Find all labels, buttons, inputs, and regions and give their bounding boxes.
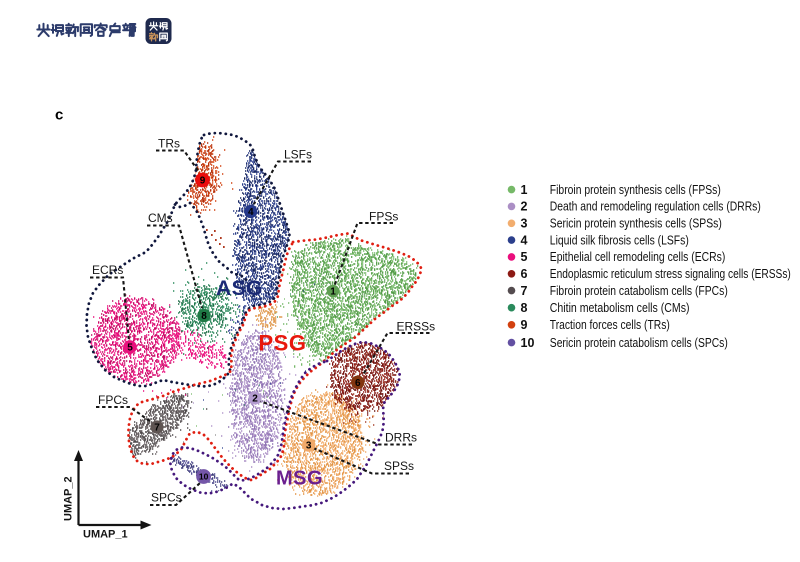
svg-text:7: 7 bbox=[521, 284, 528, 298]
svg-text:TRs: TRs bbox=[158, 137, 180, 151]
svg-text:MSG: MSG bbox=[276, 468, 323, 490]
svg-text:LSFs: LSFs bbox=[284, 148, 312, 162]
svg-text:FPSs: FPSs bbox=[369, 210, 398, 224]
svg-text:2: 2 bbox=[252, 394, 258, 405]
svg-text:5: 5 bbox=[127, 343, 133, 354]
svg-text:Death and remodeling regulatio: Death and remodeling regulation cells (D… bbox=[550, 200, 761, 214]
svg-text:SPCs: SPCs bbox=[151, 491, 182, 505]
svg-text:7: 7 bbox=[154, 423, 160, 434]
svg-text:1: 1 bbox=[330, 287, 336, 298]
svg-text:ECRs: ECRs bbox=[92, 263, 123, 277]
svg-text:PSG: PSG bbox=[259, 331, 307, 356]
svg-text:Epithelial cell remodeling cel: Epithelial cell remodeling cells (ECRs) bbox=[550, 250, 726, 264]
svg-text:6: 6 bbox=[355, 378, 361, 389]
svg-text:4: 4 bbox=[521, 233, 528, 247]
svg-text:2: 2 bbox=[521, 200, 528, 214]
svg-text:5: 5 bbox=[521, 250, 528, 264]
svg-text:4: 4 bbox=[248, 207, 254, 218]
svg-text:3: 3 bbox=[521, 217, 528, 231]
svg-text:10: 10 bbox=[521, 336, 535, 350]
svg-text:ERSSs: ERSSs bbox=[397, 320, 436, 334]
svg-text:Endoplasmic reticulum stress s: Endoplasmic reticulum stress signaling c… bbox=[550, 267, 791, 281]
svg-text:3: 3 bbox=[306, 441, 312, 452]
svg-text:Chitin metabolism cells (CMs): Chitin metabolism cells (CMs) bbox=[550, 301, 690, 315]
svg-text:1: 1 bbox=[521, 183, 528, 197]
svg-text:10: 10 bbox=[199, 472, 209, 482]
svg-text:UMAP_1: UMAP_1 bbox=[83, 529, 128, 541]
svg-text:6: 6 bbox=[521, 267, 528, 281]
svg-text:Traction forces cells (TRs): Traction forces cells (TRs) bbox=[550, 318, 670, 332]
svg-text:8: 8 bbox=[201, 311, 207, 322]
svg-text:Sericin protein synthesis cell: Sericin protein synthesis cells (SPSs) bbox=[550, 217, 722, 231]
svg-text:Sericin protein catabolism cel: Sericin protein catabolism cells (SPCs) bbox=[550, 336, 728, 350]
svg-text:SPSs: SPSs bbox=[384, 459, 414, 473]
svg-text:9: 9 bbox=[200, 176, 206, 187]
svg-text:c: c bbox=[55, 107, 63, 124]
svg-text:Liquid silk fibrosis cells (LS: Liquid silk fibrosis cells (LSFs) bbox=[550, 233, 689, 247]
svg-text:9: 9 bbox=[521, 318, 528, 332]
svg-text:8: 8 bbox=[521, 301, 528, 315]
svg-text:DRRs: DRRs bbox=[385, 431, 417, 445]
svg-text:ASG: ASG bbox=[216, 277, 263, 300]
svg-text:Fibroin protein synthesis cell: Fibroin protein synthesis cells (FPSs) bbox=[550, 183, 721, 197]
svg-text:Fibroin protein catabolism cel: Fibroin protein catabolism cells (FPCs) bbox=[550, 284, 728, 298]
svg-text:FPCs: FPCs bbox=[98, 393, 128, 407]
svg-text:CMs: CMs bbox=[148, 211, 173, 225]
svg-text:UMAP_2: UMAP_2 bbox=[63, 476, 75, 521]
